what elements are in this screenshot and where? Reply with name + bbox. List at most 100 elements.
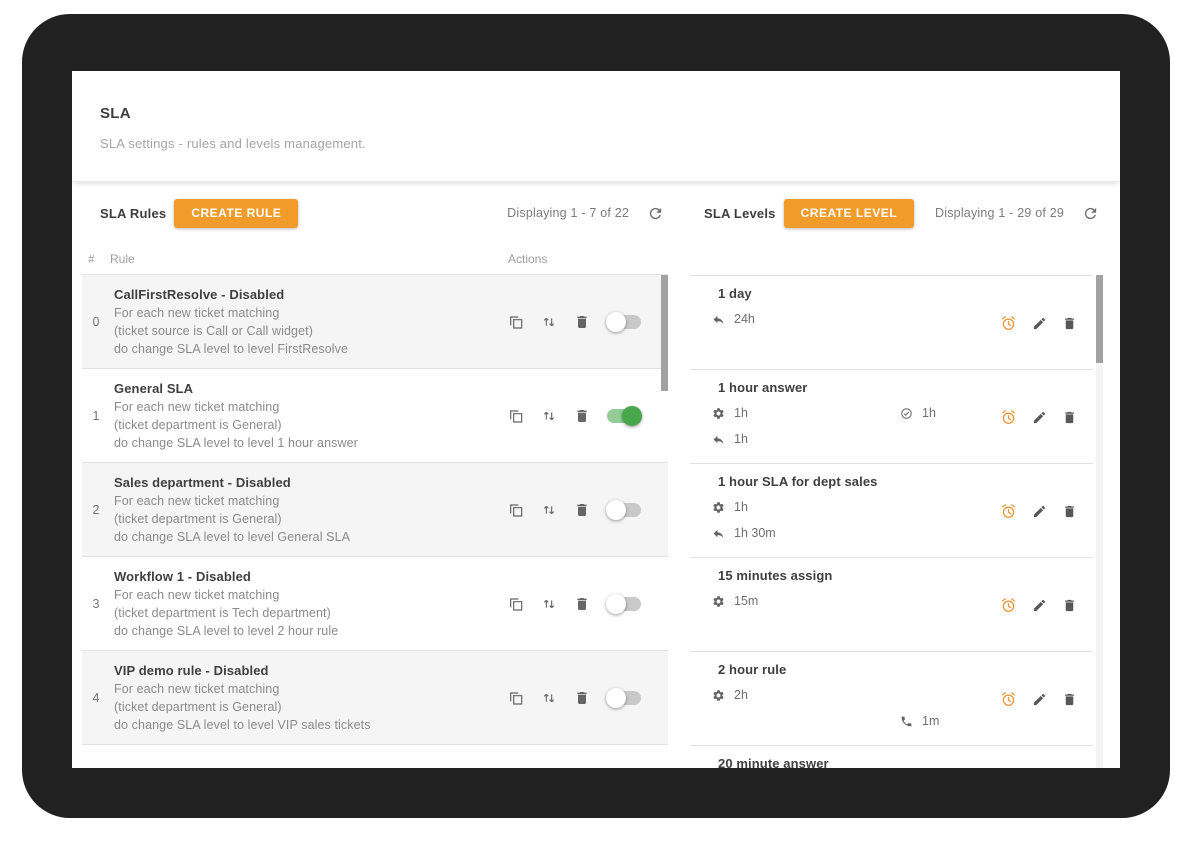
rules-panel-title: SLA Rules [100, 205, 167, 221]
toggle-knob [606, 499, 626, 520]
reorder-rule-button[interactable] [541, 596, 557, 612]
rules-refresh-button[interactable] [647, 204, 665, 222]
create-level-button[interactable]: CREATE LEVEL [783, 198, 915, 228]
alarm-icon [1000, 503, 1017, 520]
edit-icon [1032, 504, 1047, 519]
reorder-rule-button[interactable] [541, 502, 557, 518]
rules-table-header: # Rule Actions [82, 244, 668, 275]
rule-actions [508, 311, 641, 332]
rule-row-5: 1 hour for billing - Disabled [82, 745, 668, 768]
column-header-actions: Actions [508, 252, 548, 266]
rules-scrollbar-thumb[interactable] [661, 275, 668, 391]
levels-paging-text: Displaying 1 - 29 of 29 [935, 206, 1064, 220]
copy-icon [508, 596, 524, 612]
reorder-icon [541, 596, 557, 612]
alarm-icon [1000, 315, 1017, 332]
toggle-knob [606, 593, 626, 614]
delete-icon [574, 690, 590, 706]
delete-icon [1062, 692, 1077, 707]
rule-enabled-toggle[interactable] [606, 499, 641, 520]
edit-level-button[interactable] [1032, 692, 1047, 707]
toggle-knob [606, 311, 626, 332]
copy-rule-button[interactable] [508, 314, 524, 330]
copy-rule-button[interactable] [508, 408, 524, 424]
level-alarm-button[interactable] [1000, 691, 1017, 708]
delete-rule-button[interactable] [574, 690, 590, 706]
copy-rule-button[interactable] [508, 502, 524, 518]
delete-level-button[interactable] [1062, 410, 1077, 425]
rule-line: do change SLA level to level 2 hour rule [114, 623, 339, 638]
rule-actions [508, 405, 642, 426]
rule-actions [508, 593, 641, 614]
level-alarm-button[interactable] [1000, 409, 1017, 426]
rule-enabled-toggle[interactable] [606, 593, 641, 614]
copy-rule-button[interactable] [508, 596, 524, 612]
delete-rule-button[interactable] [574, 596, 590, 612]
levels-panel-title: SLA Levels [704, 205, 776, 221]
rule-line: do change SLA level to level VIP sales t… [114, 717, 371, 732]
levels-scrollbar-track[interactable] [1096, 275, 1103, 768]
level-row-4: 2 hour rule 2h 1m [690, 652, 1093, 746]
metric-value: 1h 30m [734, 526, 776, 540]
rules-list: 0 CallFirstResolve - Disabled For each n… [82, 275, 668, 768]
delete-level-button[interactable] [1062, 692, 1077, 707]
rule-actions [508, 499, 641, 520]
rules-paging-text: Displaying 1 - 7 of 22 [507, 206, 629, 220]
level-alarm-button[interactable] [1000, 503, 1017, 520]
level-metric: 1h 30m [712, 520, 900, 546]
rule-actions [508, 687, 641, 708]
rule-text: Sales department - Disabled For each new… [114, 474, 508, 546]
edit-icon [1032, 598, 1047, 613]
level-name: 15 minutes assign [718, 568, 833, 583]
create-rule-button[interactable]: CREATE RULE [174, 198, 299, 228]
rule-enabled-toggle[interactable] [606, 687, 641, 708]
level-alarm-button[interactable] [1000, 597, 1017, 614]
rule-text: General SLA For each new ticket matching… [114, 380, 508, 452]
reorder-rule-button[interactable] [541, 314, 557, 330]
delete-level-button[interactable] [1062, 316, 1077, 331]
level-actions [1000, 315, 1077, 332]
reorder-rule-button[interactable] [541, 690, 557, 706]
delete-icon [574, 596, 590, 612]
level-metric: 1h [712, 426, 900, 452]
level-row-5: 20 minute answer [690, 746, 1093, 768]
edit-level-button[interactable] [1032, 410, 1047, 425]
column-header-rule: Rule [110, 252, 135, 266]
delete-level-button[interactable] [1062, 504, 1077, 519]
edit-level-button[interactable] [1032, 504, 1047, 519]
level-alarm-button[interactable] [1000, 315, 1017, 332]
refresh-icon [1082, 205, 1099, 222]
refresh-icon [647, 205, 664, 222]
rule-line: For each new ticket matching [114, 493, 280, 508]
rule-enabled-toggle[interactable] [607, 405, 642, 426]
delete-rule-button[interactable] [574, 408, 590, 424]
reorder-icon [541, 502, 557, 518]
levels-toolbar: SLA Levels CREATE LEVEL Displaying 1 - 2… [690, 182, 1104, 244]
rule-index: 3 [92, 596, 100, 611]
level-actions [1000, 597, 1077, 614]
reorder-rule-button[interactable] [541, 408, 557, 424]
gear-icon [712, 407, 725, 420]
delete-icon [574, 408, 590, 424]
app-window: SLA SLA settings - rules and levels mana… [72, 71, 1120, 768]
edit-level-button[interactable] [1032, 598, 1047, 613]
page-title: SLA [100, 105, 131, 122]
delete-rule-button[interactable] [574, 502, 590, 518]
delete-rule-button[interactable] [574, 314, 590, 330]
check-circle-icon [900, 407, 913, 420]
rule-text: Workflow 1 - Disabled For each new ticke… [114, 568, 508, 640]
rule-line: For each new ticket matching [114, 587, 280, 602]
levels-refresh-button[interactable] [1082, 204, 1100, 222]
levels-scrollbar-thumb[interactable] [1096, 275, 1103, 363]
level-actions [1000, 503, 1077, 520]
sla-rules-panel: SLA Rules CREATE RULE Displaying 1 - 7 o… [82, 182, 668, 768]
rule-line: (ticket department is General) [114, 699, 282, 714]
delete-level-button[interactable] [1062, 598, 1077, 613]
edit-level-button[interactable] [1032, 316, 1047, 331]
reorder-icon [541, 690, 557, 706]
copy-rule-button[interactable] [508, 690, 524, 706]
level-name: 2 hour rule [718, 662, 787, 677]
device-frame: SLA SLA settings - rules and levels mana… [22, 14, 1170, 818]
rule-enabled-toggle[interactable] [606, 311, 641, 332]
rule-line: For each new ticket matching [114, 399, 280, 414]
